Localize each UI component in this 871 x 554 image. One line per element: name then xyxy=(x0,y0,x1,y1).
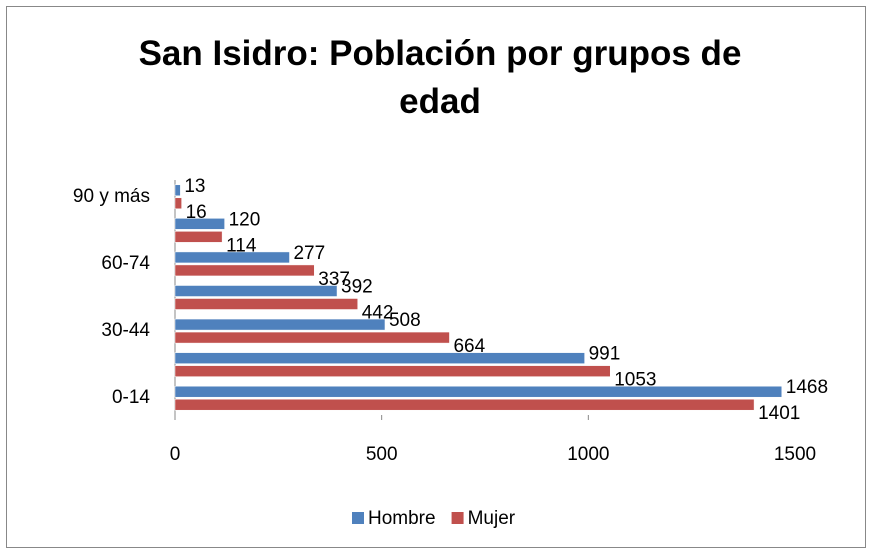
y-tick-label: 0-14 xyxy=(112,387,150,408)
data-label: 114 xyxy=(226,235,257,256)
data-label: 442 xyxy=(362,303,394,324)
data-label: 337 xyxy=(318,269,350,290)
legend-label: Hombre xyxy=(368,508,436,529)
bar xyxy=(174,365,611,377)
data-label: 1401 xyxy=(758,403,800,424)
bar xyxy=(174,298,358,310)
data-label: 13 xyxy=(184,176,205,197)
data-label: 1053 xyxy=(614,370,656,391)
bar xyxy=(174,184,181,197)
legend-label: Mujer xyxy=(468,508,516,529)
data-label: 991 xyxy=(589,344,621,365)
data-label: 16 xyxy=(186,202,207,223)
chart-border xyxy=(6,6,866,548)
bar xyxy=(174,352,585,364)
data-label: 1468 xyxy=(786,377,828,398)
bar xyxy=(174,231,223,243)
y-tick-label: 30-44 xyxy=(101,320,150,341)
legend-swatch xyxy=(352,512,364,524)
bar xyxy=(174,331,450,344)
x-tick-label: 500 xyxy=(366,444,398,465)
bar xyxy=(174,285,338,297)
data-label: 664 xyxy=(453,336,485,357)
chart-title: San Isidro: Población por grupos de edad xyxy=(138,34,742,121)
x-tick-label: 1500 xyxy=(774,444,816,465)
bar xyxy=(174,385,783,398)
bar xyxy=(174,264,315,277)
bar xyxy=(174,398,755,411)
x-tick-label: 0 xyxy=(170,444,181,465)
bar xyxy=(174,251,290,264)
legend-swatch xyxy=(451,512,464,524)
y-tick-label: 90 y más xyxy=(73,186,150,207)
bar xyxy=(174,218,225,230)
data-label: 277 xyxy=(293,243,325,264)
bar xyxy=(174,197,182,210)
data-label: 392 xyxy=(341,277,373,298)
bar xyxy=(174,318,386,331)
data-label: 508 xyxy=(389,310,421,331)
x-tick-label: 1000 xyxy=(567,444,609,465)
data-label: 120 xyxy=(229,209,261,230)
y-tick-label: 60-74 xyxy=(101,253,150,274)
